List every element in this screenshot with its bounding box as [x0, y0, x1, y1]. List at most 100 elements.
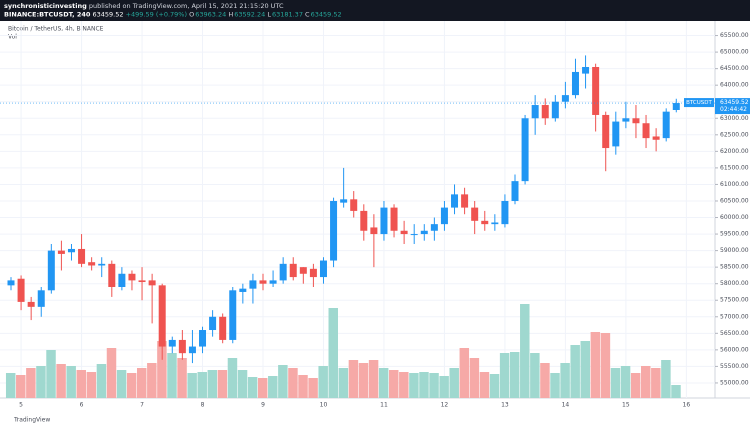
volume-bar	[36, 366, 46, 398]
volume-bar	[187, 373, 197, 398]
candle-body	[531, 105, 539, 119]
volume-bar	[348, 360, 359, 398]
x-tick-label: 15	[622, 402, 630, 409]
candle-body	[259, 280, 267, 284]
volume-bar	[449, 368, 459, 398]
volume-bar	[5, 373, 16, 398]
volume-bar	[137, 368, 147, 398]
volume-bar	[66, 366, 76, 398]
volume-bar	[308, 378, 318, 398]
volume-bar	[96, 364, 107, 398]
volume-bar	[278, 365, 288, 398]
y-tick-label: 55500.00	[720, 363, 749, 370]
volume-bar	[419, 372, 429, 398]
candle-body	[592, 66, 600, 115]
volume-bar	[207, 370, 218, 398]
ohlc-label: H	[228, 11, 233, 19]
volume-bar	[580, 341, 590, 398]
candle-body	[400, 230, 408, 235]
candle-body	[561, 95, 569, 102]
volume-bar	[530, 353, 540, 398]
y-tick-label: 62000.00	[720, 148, 749, 155]
candle-body	[430, 224, 438, 231]
candle-body	[360, 210, 368, 231]
volume-bar	[630, 373, 641, 398]
y-tick-label: 57000.00	[720, 313, 749, 320]
x-tick-label: 11	[380, 402, 388, 409]
symbol-tag-label: BTCUSDT	[686, 100, 712, 106]
volume-bar	[429, 373, 439, 398]
candle-body	[158, 285, 166, 347]
candle-body	[148, 280, 156, 286]
volume-bar	[147, 363, 157, 398]
y-tick-label: 63000.00	[720, 115, 749, 122]
volume-bar	[318, 366, 328, 398]
volume-bar	[157, 341, 167, 398]
candle-body	[289, 263, 297, 278]
volume-bar	[247, 377, 258, 398]
volume-bar	[459, 348, 470, 398]
footer-bar	[0, 412, 750, 429]
candle-body	[461, 194, 469, 208]
symbol-tag	[684, 98, 714, 108]
volume-bar	[298, 375, 308, 398]
candle-body	[219, 316, 227, 340]
y-tick-label: 56000.00	[720, 346, 749, 353]
volume-bar	[570, 345, 580, 398]
candle-body	[612, 121, 620, 147]
candle-body	[622, 118, 630, 122]
volume-bar	[590, 332, 601, 398]
price: 63459.52	[93, 11, 124, 19]
volume-bar	[520, 304, 530, 398]
y-tick-label: 65500.00	[720, 32, 749, 39]
candle-body	[380, 207, 388, 235]
candle-body	[541, 105, 549, 119]
volume-bar	[268, 376, 278, 398]
candle-body	[168, 339, 176, 347]
y-tick-label: 65000.00	[720, 49, 749, 56]
y-tick-label: 56500.00	[720, 330, 749, 337]
candle-body	[340, 199, 348, 203]
candle-body	[37, 290, 45, 307]
volume-bar	[399, 372, 409, 398]
candle-body	[420, 230, 428, 235]
symbol: BINANCE:BTCUSDT, 240	[4, 11, 91, 19]
volume-bar	[368, 360, 379, 398]
candle-body	[249, 280, 257, 289]
volume-bar	[328, 308, 338, 398]
candle-body	[350, 199, 358, 211]
volume-bar	[509, 352, 520, 398]
candle-body	[229, 290, 237, 340]
volume-bar	[540, 363, 550, 398]
candle-body	[209, 316, 217, 331]
candle-body	[521, 118, 529, 182]
candle-body	[672, 103, 680, 110]
ohlc-value: 63459.52	[311, 11, 342, 19]
x-tick-label: 13	[501, 402, 509, 409]
candle-body	[57, 250, 65, 254]
y-tick-label: 59500.00	[720, 231, 749, 238]
y-tick-label: 64000.00	[720, 82, 749, 89]
volume-label: Vol	[8, 34, 17, 41]
x-tick-label: 8	[201, 402, 205, 409]
volume-bar	[560, 363, 570, 398]
candle-body	[632, 118, 640, 124]
ohlc-value: 63592.24	[234, 11, 265, 19]
candle-body	[27, 301, 35, 307]
volume-bar	[610, 368, 621, 398]
change: +499.59 (+0.79%)	[126, 11, 187, 19]
candle-body	[128, 273, 136, 281]
y-tick-label: 58500.00	[720, 264, 749, 271]
chart-title: Bitcoin / TetherUS, 4h, BINANCE	[8, 26, 104, 33]
x-tick-label: 10	[320, 402, 328, 409]
candle-body	[662, 111, 670, 139]
volume-bar	[661, 360, 671, 398]
y-tick-label: 61000.00	[720, 181, 749, 188]
volume-bar	[671, 385, 681, 398]
volume-bar	[167, 353, 177, 398]
header-bar	[0, 0, 750, 21]
candle-body	[370, 227, 378, 235]
y-tick-label: 60500.00	[720, 197, 749, 204]
candle-body	[279, 263, 287, 281]
countdown-label: 02:44:42	[720, 106, 747, 113]
